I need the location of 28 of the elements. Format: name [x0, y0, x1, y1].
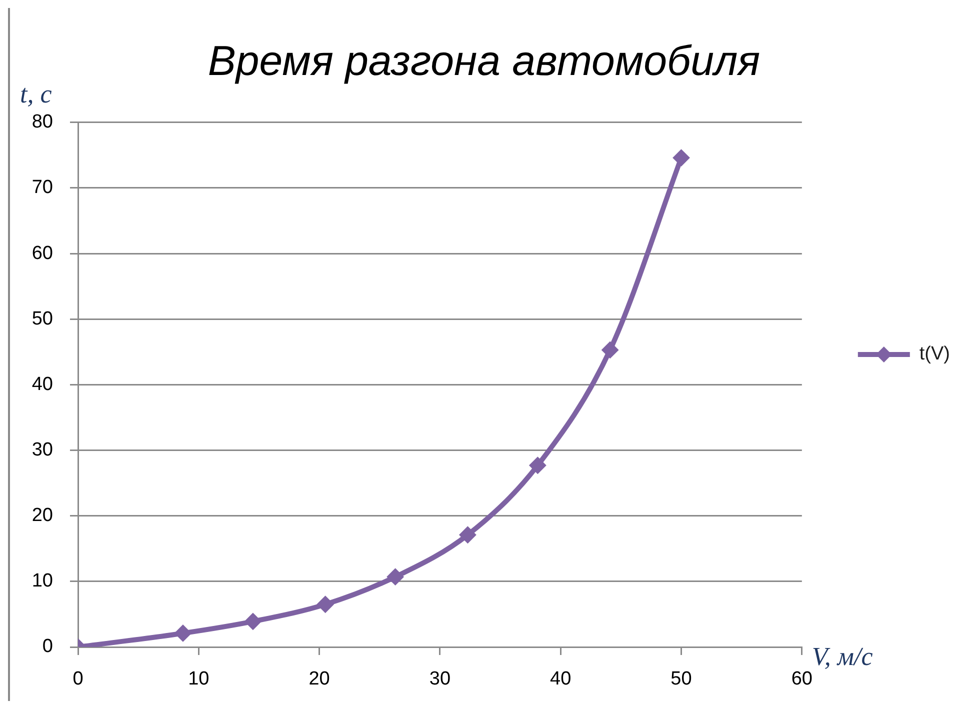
- legend-label: t(V): [919, 344, 950, 365]
- point: [244, 612, 262, 630]
- point: [459, 526, 476, 544]
- y-tick-label: 10: [32, 570, 53, 592]
- point: [529, 456, 546, 474]
- x-tick-label: 10: [188, 668, 210, 690]
- y-tick-label: 80: [32, 112, 53, 133]
- y-tick-label: 50: [32, 308, 53, 330]
- y-tick-label: 20: [32, 505, 53, 526]
- y-axis-title: t, с: [20, 79, 52, 108]
- x-axis-title: V, м/с: [812, 642, 874, 671]
- x-tick-label: 20: [308, 668, 330, 690]
- point: [672, 149, 690, 166]
- x-tick-label: 30: [429, 668, 451, 690]
- chart-title: Время разгона автомобиля: [208, 36, 760, 84]
- y-tick-label: 0: [42, 636, 53, 658]
- x-tick-label: 40: [550, 668, 572, 690]
- x-tick-label: 50: [670, 668, 692, 690]
- x-tick-label: 0: [72, 668, 84, 690]
- point: [386, 568, 404, 586]
- y-tick-label: 40: [32, 374, 53, 395]
- point: [602, 341, 619, 358]
- point: [316, 596, 334, 613]
- y-tick-label: 60: [32, 242, 53, 264]
- y-tick-label: 70: [32, 177, 53, 198]
- point: [174, 624, 192, 642]
- y-tick-label: 30: [32, 440, 53, 461]
- x-tick-label: 60: [791, 668, 812, 690]
